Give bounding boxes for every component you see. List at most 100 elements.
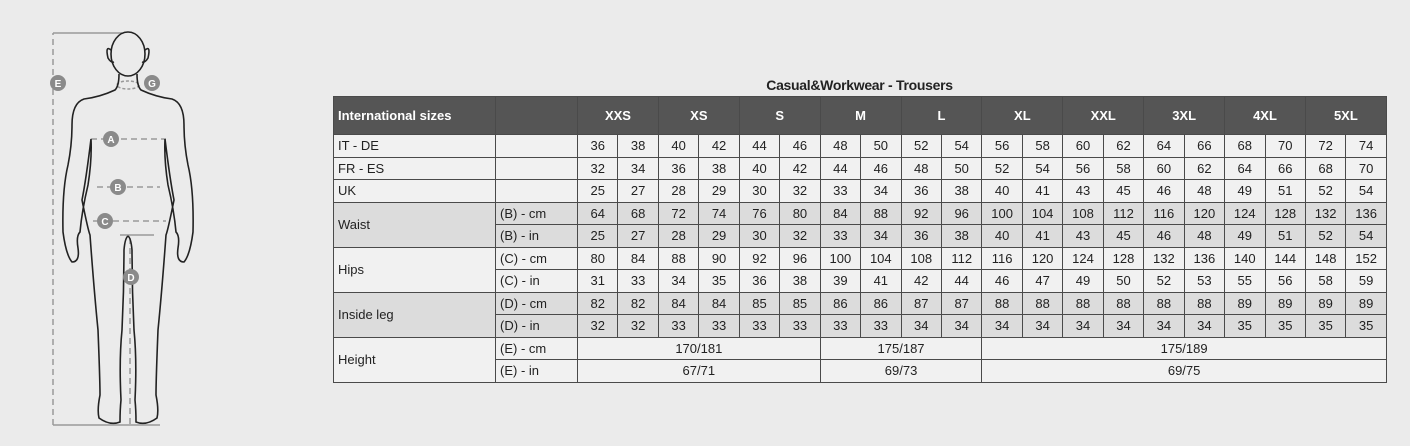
marker-b-icon: B [110,179,126,195]
value-cell: 87 [940,291,983,315]
body-outline [62,31,194,425]
value-cell: 50 [940,156,983,180]
value-cell: 34 [981,314,1023,338]
table-row: (C) - in 31 33 34 35 36 38 39 41 42 44 46 47 49 50 52 53… [334,269,1387,293]
value-cell: 25 [576,179,619,203]
value-cell: 33 [819,314,862,338]
value-cell: 124 [1062,246,1104,270]
size-header-xxs: XXS [577,96,659,135]
size-header-l: L [900,96,983,135]
value-cell: 27 [617,224,659,248]
value-cell: 90 [698,246,740,270]
row-unit [495,179,578,203]
value-cell: 59 [1345,269,1387,293]
value-cell: 88 [860,201,902,225]
value-cell: 41 [1021,224,1064,248]
value-cell: 85 [738,291,781,315]
value-cell: 44 [738,134,781,158]
value-cell: 34 [860,224,902,248]
value-cell: 35 [1264,314,1306,338]
value-cell: 89 [1264,291,1306,315]
value-cell: 49 [1224,179,1266,203]
value-cell: 34 [860,179,902,203]
value-cell: 34 [1183,314,1226,338]
value-cell: 34 [1062,314,1104,338]
row-label: UK [333,179,496,203]
value-cell: 38 [940,224,983,248]
value-cell: 40 [981,179,1023,203]
value-cell: 51 [1264,179,1306,203]
value-cell: 84 [819,201,862,225]
value-cell: 33 [819,224,862,248]
value-cell: 88 [1062,291,1104,315]
value-cell: 42 [779,156,821,180]
value-cell: 62 [1183,156,1226,180]
value-cell: 74 [1345,134,1387,158]
value-cell: 42 [698,134,740,158]
value-cell: 136 [1345,201,1387,225]
value-cell: 87 [900,291,942,315]
chart-title: Casual&Workwear - Trousers [766,77,953,93]
value-cell: 86 [819,291,862,315]
table-row: Hips (C) - cm 80 84 88 90 92 96 100 104 108 112 116 1… [333,246,1387,293]
value-cell: 89 [1224,291,1266,315]
size-header-xxl: XXL [1062,96,1145,135]
value-cell: 34 [1143,314,1185,338]
value-cell: 53 [1183,269,1226,293]
body-measurement-figure: E G A B C D [50,31,194,426]
value-cell: 100 [819,246,862,270]
row-unit [495,134,578,158]
value-cell: 38 [698,156,740,180]
value-cell: 108 [900,246,942,270]
table-row: (B) - in 25 27 28 29 30 32 33 34 36 38 40 41 43 45 46 48… [334,224,1387,248]
svg-text:E: E [55,79,62,90]
value-cell: 29 [698,224,740,248]
value-cell: 84 [657,291,700,315]
value-cell: 32 [576,314,619,338]
value-cell: 88 [1183,291,1226,315]
value-cell: 33 [617,269,659,293]
value-cell: 148 [1304,246,1347,270]
value-cell: 36 [900,224,942,248]
value-cell: 112 [1102,201,1145,225]
value-cell: 89 [1304,291,1347,315]
value-cell: 32 [617,314,659,338]
value-cell: 70 [1345,156,1387,180]
value-cell: 25 [576,224,619,248]
value-cell: 32 [576,156,619,180]
height-value-cell: 170/181 [577,336,821,360]
value-cell: 51 [1264,224,1306,248]
value-cell: 88 [1021,291,1064,315]
value-cell: 54 [1345,224,1387,248]
value-cell: 34 [657,269,700,293]
value-cell: 64 [576,201,619,225]
row-unit: (B) - in [495,224,578,248]
value-cell: 60 [1062,134,1104,158]
value-cell: 92 [738,246,781,270]
value-cell: 80 [779,201,821,225]
row-label: FR - ES [333,156,496,180]
size-header-xl: XL [981,96,1064,135]
value-cell: 58 [1021,134,1064,158]
value-cell: 66 [1183,134,1226,158]
value-cell: 36 [657,156,700,180]
value-cell: 62 [1102,134,1145,158]
value-cell: 144 [1264,246,1306,270]
value-cell: 52 [981,156,1023,180]
table-row: UK 25 27 28 29 30 32 33 34 36 38 40 41 43 45 46 48 49 51 52… [333,179,1387,203]
height-value-cell: 69/73 [819,359,983,383]
value-cell: 92 [900,201,942,225]
value-cell: 58 [1102,156,1145,180]
value-cell: 48 [1183,179,1226,203]
svg-text:B: B [114,183,121,194]
value-cell: 54 [940,134,983,158]
row-unit: (E) - in [495,359,578,383]
value-cell: 88 [1143,291,1185,315]
value-cell: 35 [1224,314,1266,338]
value-cell: 34 [940,314,983,338]
value-cell: 66 [1264,156,1306,180]
svg-text:C: C [101,217,108,228]
value-cell: 30 [738,179,781,203]
row-label: Inside leg [333,291,496,338]
value-cell: 34 [1102,314,1145,338]
